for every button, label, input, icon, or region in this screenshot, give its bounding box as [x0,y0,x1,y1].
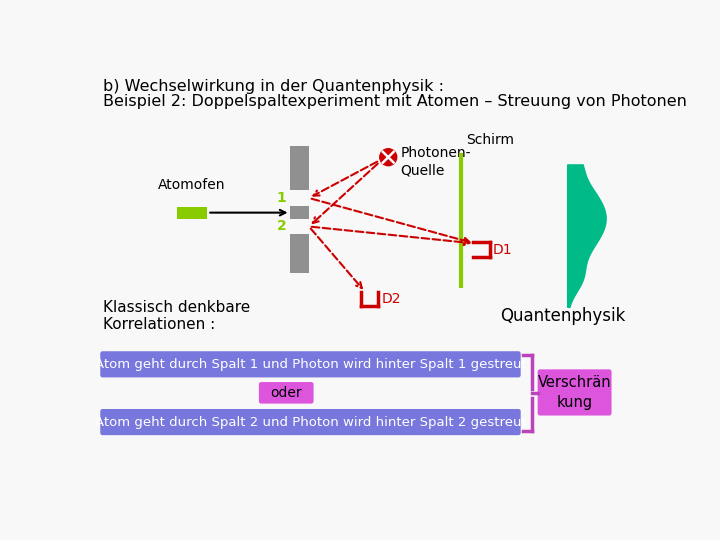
Text: Atomofen: Atomofen [158,178,225,192]
Text: Klassisch denkbare
Korrelationen :: Klassisch denkbare Korrelationen : [102,300,250,332]
Bar [290,206,309,219]
Text: D2: D2 [382,292,401,306]
Text: Atom geht durch Spalt 1 und Photon wird hinter Spalt 1 gestreut: Atom geht durch Spalt 1 und Photon wird … [94,358,526,371]
Bar [290,146,309,190]
Text: 2: 2 [277,219,287,233]
Text: Verschrän
kung: Verschrän kung [538,375,611,410]
Bar [290,234,309,273]
FancyBboxPatch shape [100,409,521,435]
Text: Photonen-
Quelle: Photonen- Quelle [400,146,471,178]
Polygon shape [567,165,606,307]
Text: oder: oder [271,386,302,400]
FancyBboxPatch shape [538,369,611,416]
Bar [176,207,207,219]
Circle shape [379,148,397,166]
Text: Atom geht durch Spalt 2 und Photon wird hinter Spalt 2 gestreut: Atom geht durch Spalt 2 und Photon wird … [94,416,526,429]
Text: 1: 1 [277,191,287,205]
Text: D1: D1 [493,242,513,256]
FancyBboxPatch shape [259,382,314,403]
Text: Beispiel 2: Doppelspaltexperiment mit Atomen – Streuung von Photonen: Beispiel 2: Doppelspaltexperiment mit At… [102,94,686,109]
FancyBboxPatch shape [100,351,521,377]
Text: Schirm: Schirm [466,133,514,147]
Text: Quantenphysik: Quantenphysik [500,307,625,325]
Text: b) Wechselwirkung in der Quantenphysik :: b) Wechselwirkung in der Quantenphysik : [102,79,444,93]
